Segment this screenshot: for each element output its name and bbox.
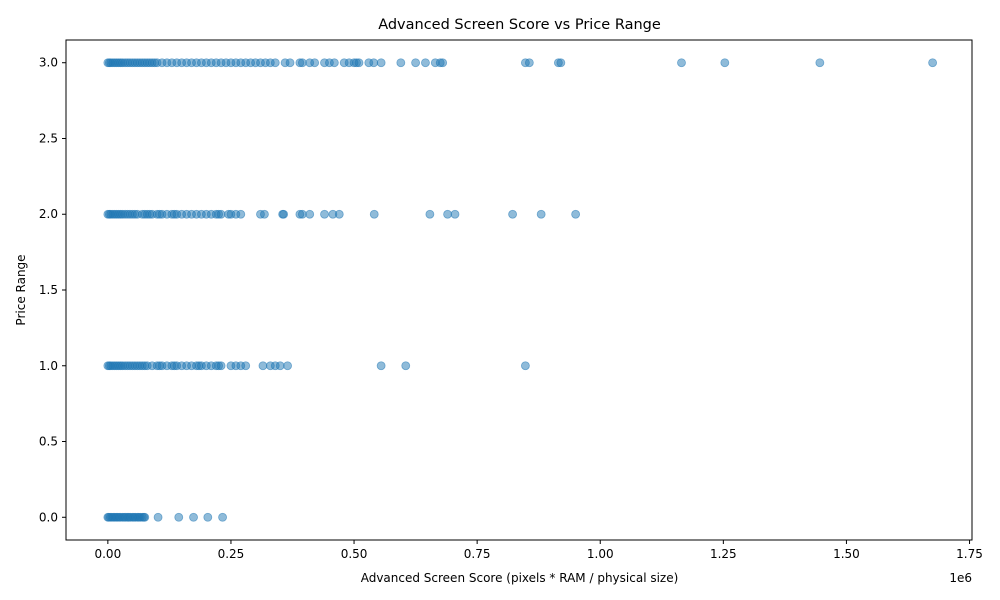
- chart-title: Advanced Screen Score vs Price Range: [378, 17, 661, 33]
- data-point: [140, 512, 150, 522]
- axes-layer: 0.00 0.25 0.50 0.75 1.00 1.25 1.50 1.75 0.0 0.5 1.…: [39, 39, 983, 561]
- data-point: [236, 209, 246, 219]
- data-point: [720, 58, 730, 68]
- y-tick-label: 0.5: [39, 435, 58, 449]
- y-tick-label: 2.0: [39, 207, 58, 221]
- data-point: [443, 209, 453, 219]
- data-point: [928, 58, 938, 68]
- data-point: [310, 58, 320, 68]
- data-point: [508, 209, 517, 219]
- y-tick-label: 1.0: [39, 359, 58, 373]
- data-point: [450, 209, 460, 219]
- data-point: [297, 58, 307, 68]
- data-point: [334, 209, 344, 219]
- data-point: [275, 361, 285, 371]
- data-point: [218, 512, 227, 522]
- data-point: [411, 58, 421, 68]
- data-point: [536, 209, 546, 219]
- x-axis-title: Advanced Screen Score (pixels * RAM / ph…: [361, 571, 679, 585]
- data-point: [421, 58, 430, 68]
- x-tick-label: 0.50: [341, 547, 368, 561]
- data-point: [305, 209, 315, 219]
- data-point: [401, 361, 411, 371]
- data-point: [297, 209, 307, 219]
- data-point: [396, 58, 406, 68]
- x-tick-label: 1.50: [833, 547, 860, 561]
- data-point: [524, 58, 534, 68]
- y-tick-label: 2.5: [39, 131, 58, 145]
- data-point: [369, 209, 379, 219]
- data-point: [571, 209, 581, 219]
- data-point: [203, 512, 213, 522]
- x-tick-label: 0.00: [94, 547, 121, 561]
- data-point: [216, 361, 226, 371]
- x-axis-offset-label: 1e6: [949, 571, 972, 585]
- data-point: [285, 58, 295, 68]
- data-point: [425, 209, 435, 219]
- data-point: [174, 512, 184, 522]
- data-point: [189, 512, 198, 522]
- data-point: [438, 58, 448, 68]
- data-point: [815, 58, 825, 68]
- data-point: [279, 209, 289, 219]
- x-tick-label: 1.25: [710, 547, 737, 561]
- y-tick-label: 1.5: [39, 283, 58, 297]
- data-point: [376, 58, 386, 68]
- data-point: [270, 58, 280, 68]
- x-tick-label: 1.00: [587, 547, 614, 561]
- data-point: [283, 361, 292, 371]
- data-point: [354, 58, 364, 68]
- data-point: [320, 209, 329, 219]
- data-point: [153, 512, 163, 522]
- data-point: [376, 361, 386, 371]
- y-axis-title: Price Range: [14, 254, 28, 325]
- points-layer: [103, 58, 938, 522]
- data-point: [260, 209, 269, 219]
- x-tick-label: 1.75: [956, 547, 983, 561]
- data-point: [258, 361, 268, 371]
- y-tick-label: 3.0: [39, 56, 58, 70]
- y-tick-label: 0.0: [39, 510, 58, 524]
- x-tick-label: 0.75: [464, 547, 491, 561]
- x-tick-label: 0.25: [218, 547, 245, 561]
- data-point: [329, 58, 339, 68]
- data-point: [241, 361, 251, 371]
- data-point: [556, 58, 566, 68]
- data-point: [369, 58, 379, 68]
- data-point: [521, 361, 530, 371]
- data-point: [677, 58, 686, 68]
- data-point: [216, 209, 226, 219]
